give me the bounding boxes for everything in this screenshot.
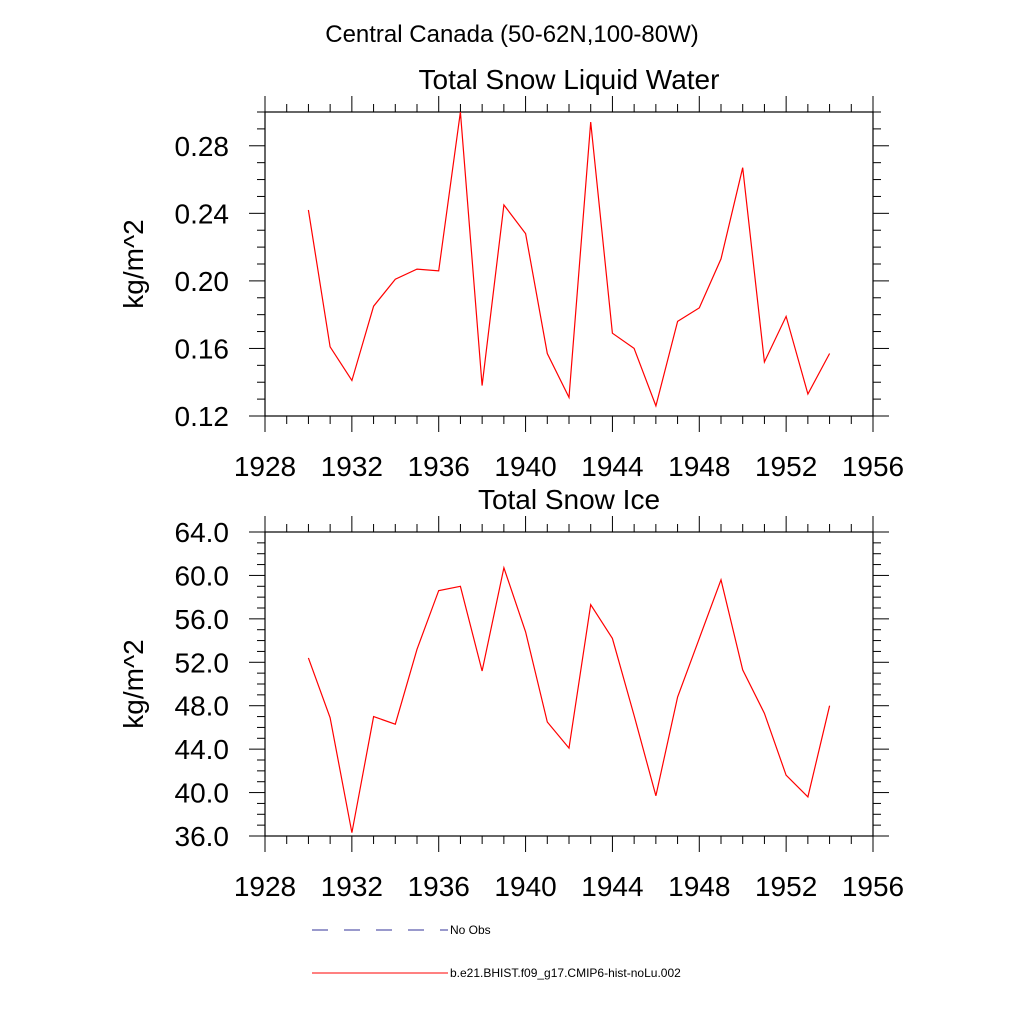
panels: Total Snow Liquid Water 1928 1932 1936 1940 1… (118, 64, 904, 902)
y-tick-label: 0.12 (175, 401, 230, 432)
y-axis-label: kg/m^2 (118, 219, 149, 308)
x-tick-label: 1936 (408, 871, 470, 902)
plot-frame (264, 111, 874, 417)
legend: No Obs b.e21.BHIST.f09_g17.CMIP6-hist-noL… (312, 923, 681, 980)
y-tick-label: 0.16 (175, 333, 230, 364)
y-tick-label: 0.28 (175, 131, 230, 162)
x-tick-label: 1948 (668, 871, 730, 902)
y-tick-label: 60.0 (175, 560, 230, 591)
series-line (307, 111, 831, 408)
x-tick-label: 1932 (321, 451, 383, 482)
y-tick-label: 64.0 (175, 517, 230, 548)
x-tick-label: 1936 (408, 451, 470, 482)
y-tick-label: 44.0 (175, 734, 230, 765)
y-tick-label: 0.24 (175, 198, 230, 229)
y-tick-label: 36.0 (175, 821, 230, 852)
x-tick-label: 1932 (321, 871, 383, 902)
x-tick-label: 1940 (494, 451, 556, 482)
y-tick-label: 0.20 (175, 266, 230, 297)
x-tick-label: 1928 (234, 871, 296, 902)
x-tick-label: 1952 (755, 871, 817, 902)
figure-title: Central Canada (50-62N,100-80W) (325, 21, 699, 48)
y-axis-label: kg/m^2 (118, 639, 149, 728)
chart-title: Total Snow Ice (478, 484, 660, 515)
chart-panel-1: Total Snow Liquid Water 1928 1932 1936 1940 1… (118, 64, 904, 482)
x-tick-label: 1940 (494, 871, 556, 902)
chart-title: Total Snow Liquid Water (419, 64, 720, 95)
legend-label-1: No Obs (450, 923, 491, 937)
x-tick-label: 1952 (755, 451, 817, 482)
plot-frame (264, 531, 874, 837)
legend-label-2: b.e21.BHIST.f09_g17.CMIP6-hist-noLu.002 (450, 966, 681, 980)
x-tick-label: 1944 (581, 451, 643, 482)
x-tick-label: 1944 (581, 871, 643, 902)
chart-panel-2: Total Snow Ice 1928 1932 1936 1940 1944 1948 19… (118, 484, 904, 902)
x-tick-label: 1948 (668, 451, 730, 482)
y-tick-label: 40.0 (175, 778, 230, 809)
y-tick-label: 48.0 (175, 691, 230, 722)
y-tick-label: 52.0 (175, 647, 230, 678)
x-tick-label: 1956 (842, 451, 904, 482)
series-line (307, 565, 831, 833)
y-tick-label: 56.0 (175, 604, 230, 635)
x-tick-label: 1928 (234, 451, 296, 482)
x-tick-label: 1956 (842, 871, 904, 902)
